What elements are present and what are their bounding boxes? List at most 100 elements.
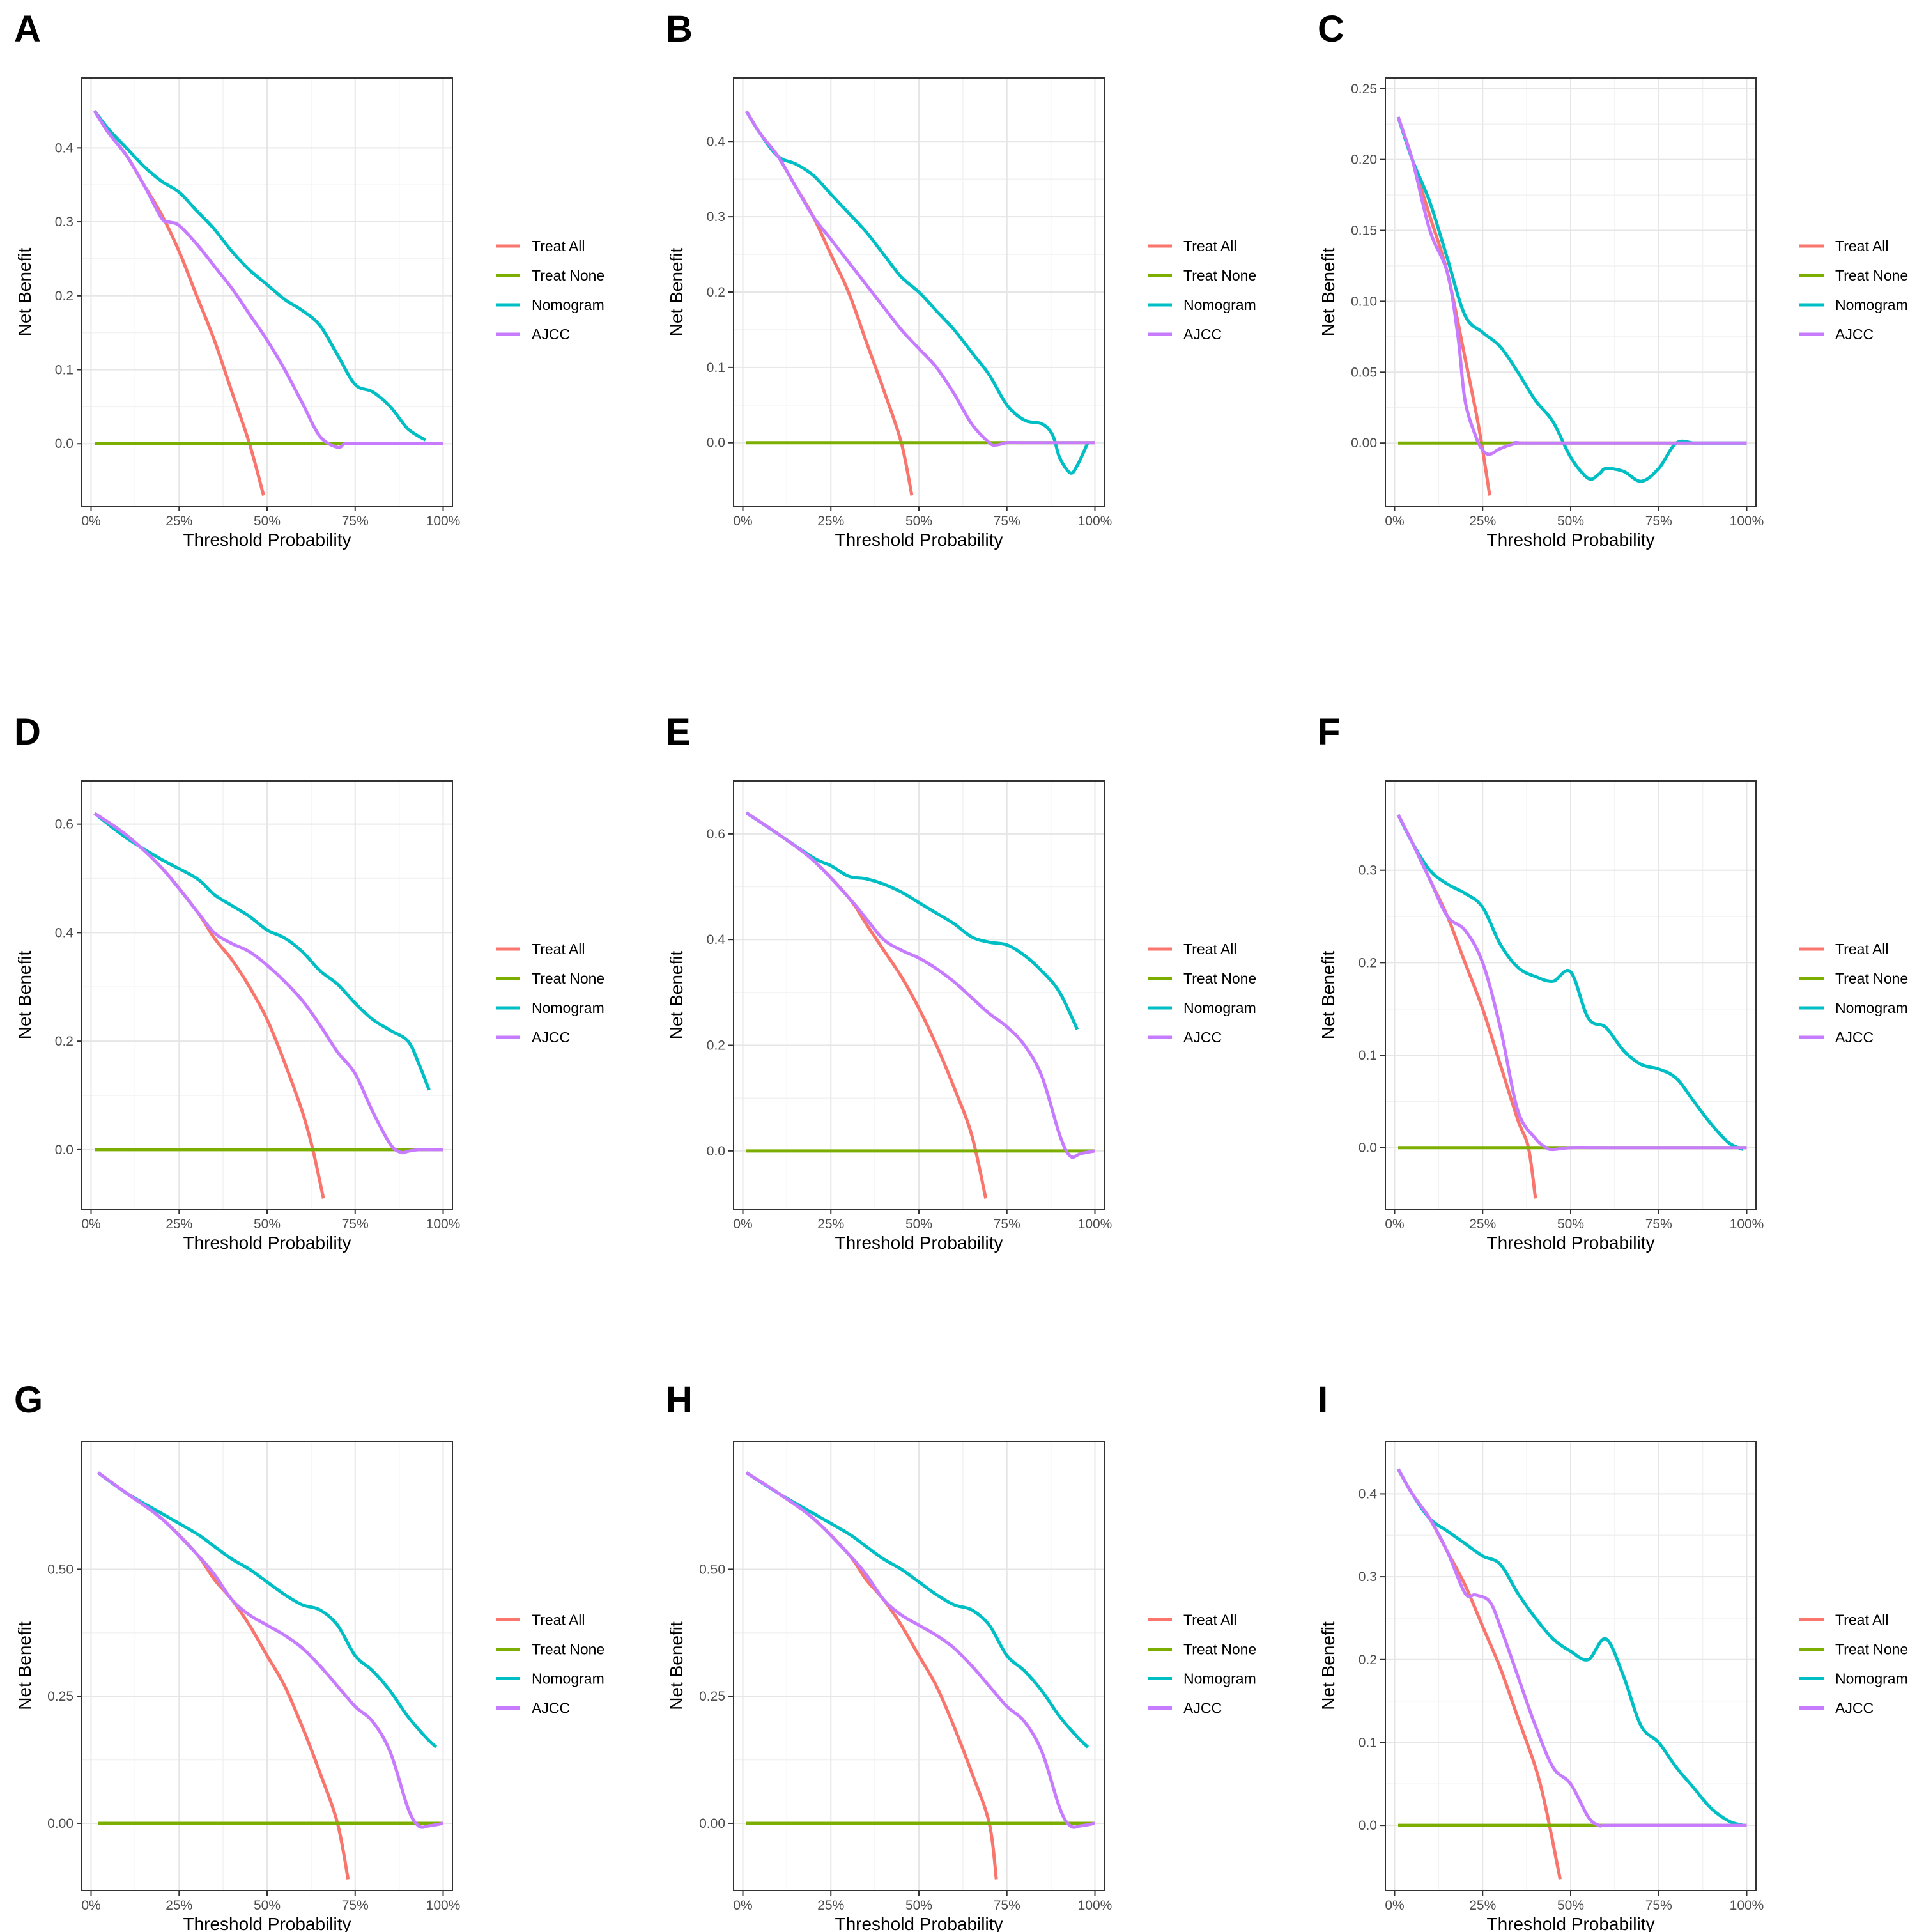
series-line-nomogram — [745, 811, 1079, 1030]
y-tick-label: 0.2 — [1359, 955, 1377, 970]
y-tick-label: 0.05 — [1351, 365, 1377, 380]
y-tick-label: 0.2 — [55, 289, 73, 304]
x-tick-label: 50% — [254, 1898, 281, 1913]
x-tick-label: 100% — [1078, 1217, 1112, 1232]
panel-f: F 0% 25% 50% 75% 100% 0.0 0.1 0.2 0.3 Threshold Pr… — [1318, 711, 1908, 1253]
x-tick-label: 50% — [1557, 514, 1584, 529]
y-tick-label: 0.2 — [55, 1034, 73, 1049]
series-line-ajcc — [1396, 1468, 1747, 1828]
x-tick-label: 75% — [1645, 514, 1672, 529]
legend-label: Nomogram — [1835, 1671, 1908, 1687]
legend-label: Nomogram — [532, 1000, 604, 1016]
series-line-ajcc — [93, 812, 443, 1155]
x-tick-label: 25% — [1469, 1898, 1496, 1913]
x-tick-label: 0% — [733, 1217, 752, 1232]
series-line-ajcc — [1396, 116, 1747, 456]
x-tick-label: 75% — [342, 1898, 369, 1913]
legend-label: Treat None — [1183, 970, 1256, 987]
legend: Treat All Treat None Nomogram AJCC — [496, 941, 604, 1046]
y-tick-label: 0.50 — [47, 1562, 73, 1577]
x-tick-label: 25% — [817, 514, 844, 529]
x-tick-label: 100% — [426, 514, 461, 529]
legend-label: Nomogram — [1183, 1671, 1256, 1687]
series-line-nomogram — [93, 109, 427, 442]
panel-letter: A — [14, 8, 41, 50]
y-tick-label: 0.0 — [707, 1144, 725, 1159]
y-axis-title: Net Benefit — [15, 248, 35, 337]
y-tick-label: 0.0 — [1359, 1818, 1377, 1833]
legend: Treat All Treat None Nomogram AJCC — [1799, 238, 1908, 343]
series-line-ajcc — [1396, 814, 1747, 1152]
panel-letter: F — [1318, 711, 1340, 753]
x-tick-label: 100% — [1078, 514, 1112, 529]
y-axis-title: Net Benefit — [15, 1621, 35, 1710]
series-group — [744, 110, 1095, 496]
x-tick-label: 0% — [1385, 1217, 1404, 1232]
y-axis-title: Net Benefit — [1318, 248, 1338, 337]
legend-label: Treat All — [532, 941, 585, 957]
panel-e: E 0% 25% 50% 75% 100% 0.0 0.2 0.4 0.6 Threshold Pr… — [666, 711, 1256, 1253]
x-tick-label: 0% — [81, 514, 100, 529]
legend: Treat All Treat None Nomogram AJCC — [1148, 238, 1256, 343]
x-tick-label: 50% — [905, 1898, 932, 1913]
panel-i: I 0% 25% 50% 75% 100% 0.0 0.1 0.2 0.3 0.4 Threshold… — [1318, 1379, 1908, 1932]
x-axis-title: Threshold Probability — [183, 1914, 351, 1932]
legend-label: AJCC — [532, 1029, 570, 1046]
panel-letter: E — [666, 711, 691, 753]
x-tick-label: 75% — [342, 514, 369, 529]
series-group — [745, 811, 1095, 1199]
y-tick-label: 0.4 — [1359, 1487, 1378, 1501]
x-tick-label: 50% — [905, 514, 932, 529]
legend: Treat All Treat None Nomogram AJCC — [1148, 941, 1256, 1046]
y-tick-label: 0.50 — [699, 1562, 725, 1577]
series-group — [1396, 116, 1747, 496]
series-line-nomogram — [1396, 1468, 1744, 1827]
y-axis-title: Net Benefit — [666, 248, 686, 337]
y-tick-label: 0.00 — [1351, 436, 1377, 451]
panel-h: H 0% 25% 50% 75% 100% 0.00 0.25 0.50 Threshold Pr… — [666, 1379, 1256, 1932]
x-tick-label: 0% — [1385, 1898, 1404, 1913]
legend-label: AJCC — [1835, 1029, 1874, 1046]
grid — [734, 781, 1104, 1209]
legend-label: Treat None — [1183, 1641, 1256, 1658]
x-tick-label: 100% — [426, 1217, 461, 1232]
x-tick-label: 50% — [1557, 1217, 1584, 1232]
legend-label: Treat None — [532, 970, 604, 987]
x-tick-label: 50% — [905, 1217, 932, 1232]
y-tick-label: 0.00 — [699, 1816, 725, 1831]
x-axis-title: Threshold Probability — [835, 530, 1003, 550]
y-tick-label: 0.0 — [55, 437, 73, 451]
x-axis-title: Threshold Probability — [1486, 1233, 1654, 1253]
series-line-ajcc — [744, 110, 1095, 447]
x-tick-label: 50% — [254, 1217, 281, 1232]
legend: Treat All Treat None Nomogram AJCC — [496, 1612, 604, 1717]
legend-label: AJCC — [1183, 1029, 1222, 1046]
y-tick-label: 0.1 — [1359, 1048, 1377, 1063]
series-group — [97, 1471, 443, 1880]
legend-label: AJCC — [1835, 326, 1874, 343]
legend-label: Treat All — [532, 238, 585, 254]
legend: Treat All Treat None Nomogram AJCC — [1799, 1612, 1908, 1717]
y-tick-label: 0.3 — [55, 215, 73, 229]
y-tick-label: 0.0 — [55, 1143, 73, 1157]
x-tick-label: 75% — [1645, 1898, 1672, 1913]
legend-label: AJCC — [532, 326, 570, 343]
x-tick-label: 75% — [994, 1898, 1020, 1913]
x-tick-label: 25% — [817, 1898, 844, 1913]
legend-label: Nomogram — [1835, 1000, 1908, 1016]
legend-label: Treat All — [532, 1612, 585, 1628]
x-tick-label: 25% — [166, 514, 192, 529]
y-tick-label: 0.6 — [707, 827, 725, 842]
y-tick-label: 0.20 — [1351, 153, 1377, 167]
grid — [82, 781, 452, 1209]
legend-label: Nomogram — [1183, 297, 1256, 313]
series-line-ajcc — [93, 110, 443, 449]
x-axis-title: Threshold Probability — [183, 530, 351, 550]
series-line-nomogram — [93, 812, 431, 1091]
series-line-ajcc — [745, 1471, 1095, 1829]
panel-letter: I — [1318, 1379, 1328, 1421]
series-group — [745, 1471, 1095, 1880]
x-tick-label: 25% — [1469, 514, 1496, 529]
x-tick-label: 0% — [81, 1217, 100, 1232]
